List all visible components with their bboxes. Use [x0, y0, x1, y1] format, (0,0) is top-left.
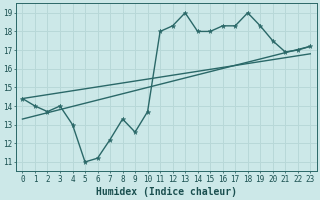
X-axis label: Humidex (Indice chaleur): Humidex (Indice chaleur) — [96, 186, 237, 197]
